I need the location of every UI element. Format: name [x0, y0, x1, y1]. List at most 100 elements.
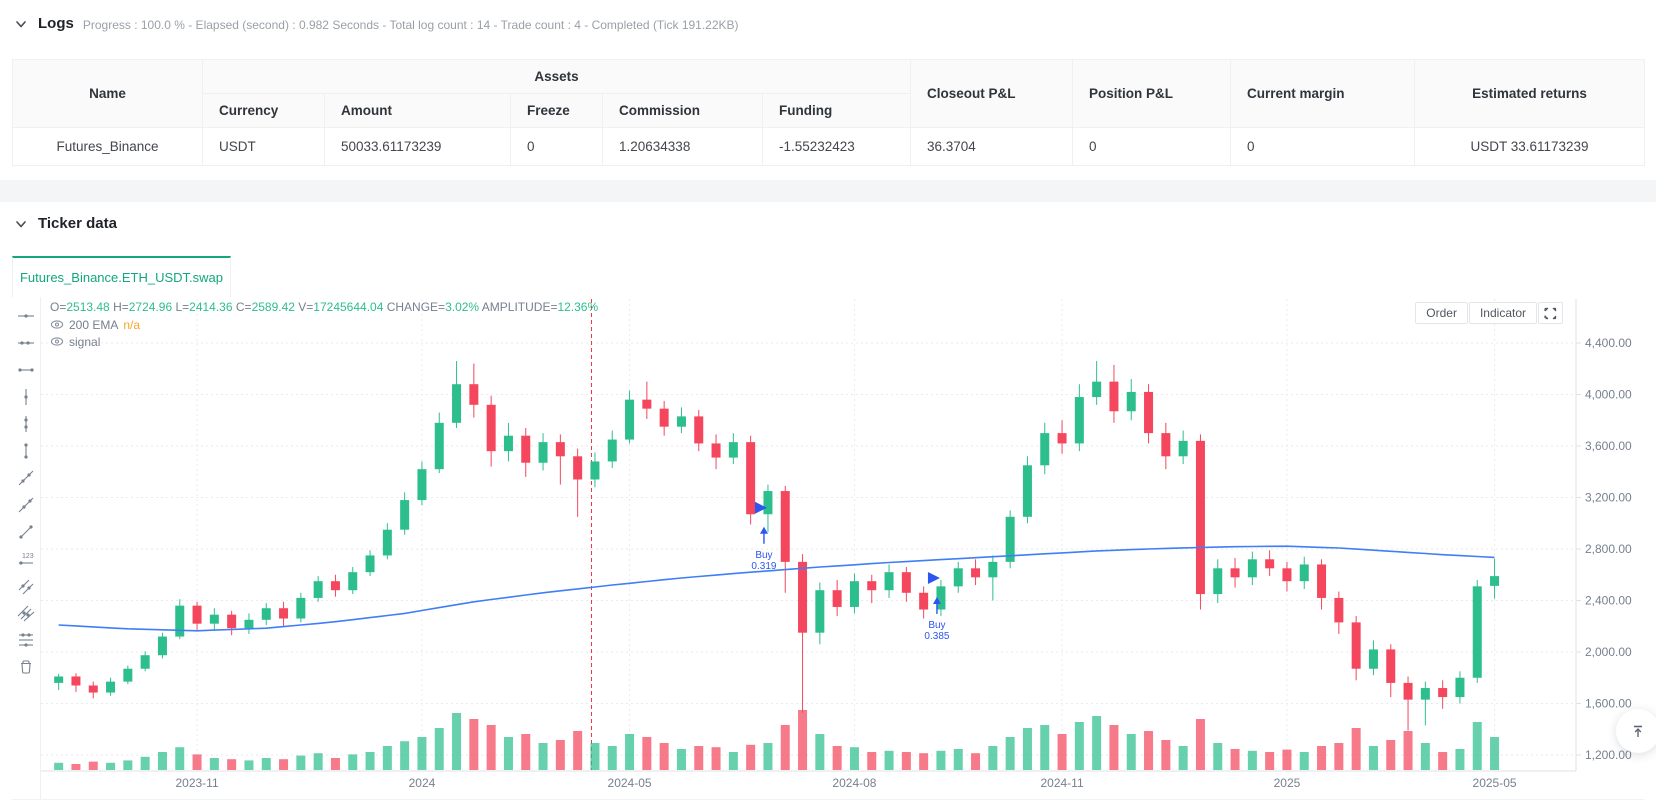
tool-price-channel-button[interactable] — [16, 604, 36, 622]
col-header-funding: Funding — [761, 93, 912, 128]
candlestick-chart: 123 Buy 0.319 Buy 0.385 4,400.00 4,000.00 3,60… — [12, 297, 1656, 800]
cell-closeout-pnl: 36.3704 — [910, 127, 1074, 166]
ohlc-legend: O=2513.48 H=2724.96 L=2414.36 C=2589.42 … — [50, 300, 598, 314]
collapse-chevron-icon[interactable] — [14, 17, 28, 31]
tool-fibonacci-line-button[interactable] — [16, 631, 36, 649]
y-axis-labels[interactable]: 4,400.00 4,000.00 3,600.00 3,200.00 2,800.00… — [1576, 336, 1632, 762]
legend-value: 17245644.04 — [313, 300, 387, 314]
price-tick-label: 2,400.00 — [1585, 594, 1632, 608]
tool-horizontal-ray-button[interactable] — [16, 334, 36, 352]
signal-flag-icon — [927, 571, 940, 584]
tool-horizontal-line-button[interactable] — [16, 307, 36, 325]
cell-name: Futures_Binance — [12, 127, 203, 166]
col-header-position-pnl: Position P&L — [1072, 59, 1232, 128]
col-header-amount: Amount — [324, 93, 511, 128]
indicator-button[interactable]: Indicator — [1468, 302, 1537, 324]
legend-key: AMPLITUDE= — [481, 300, 558, 314]
col-header-closeout-pnl: Closeout P&L — [910, 59, 1074, 128]
tool-parallel-line-button[interactable] — [16, 577, 36, 595]
col-header-currency: Currency — [202, 93, 325, 128]
signal-flag-icon — [754, 501, 767, 514]
price-channel-icon — [17, 605, 35, 622]
cell-amount: 50033.61173239 — [324, 127, 511, 166]
price-tick-label: 3,600.00 — [1585, 439, 1632, 453]
legend-value: 2414.36 — [189, 300, 236, 314]
legend-key: V= — [298, 300, 314, 314]
collapse-chevron-icon[interactable] — [14, 217, 28, 231]
fullscreen-button[interactable] — [1538, 302, 1563, 324]
price-tick-label: 4,400.00 — [1585, 336, 1632, 350]
cell-estimated-returns: USDT 33.61173239 — [1414, 127, 1646, 166]
grid-lines — [41, 299, 1576, 770]
horizontal-segment-icon — [18, 368, 34, 372]
time-tick-label: 2024-11 — [1040, 776, 1083, 790]
buy-label: Buy — [928, 620, 945, 631]
legend-key: O= — [50, 300, 67, 314]
order-button[interactable]: Order — [1415, 302, 1468, 324]
chart-canvas[interactable]: Buy0.319Buy0.3854,400.004,000.003,600.00… — [12, 297, 1644, 800]
tool-horizontal-segment-button[interactable] — [16, 361, 36, 379]
candlestick-series — [54, 361, 1500, 731]
col-header-freeze: Freeze — [510, 93, 603, 128]
time-tick-label: 2024-08 — [832, 776, 876, 790]
tool-vertical-ray-button[interactable] — [16, 415, 36, 433]
legend-value: 2589.42 — [251, 300, 299, 314]
buy-qty-label: 0.319 — [751, 561, 776, 572]
eye-icon[interactable] — [50, 336, 64, 347]
vertical-ray-icon — [24, 416, 28, 432]
price-tick-label: 2,000.00 — [1585, 645, 1632, 659]
legend-key: C= — [235, 300, 252, 314]
time-tick-label: 2025 — [1274, 776, 1301, 790]
tool-price-line-button[interactable]: 123 — [16, 550, 36, 568]
arrow-to-top-icon — [1634, 725, 1642, 737]
eye-icon[interactable] — [50, 319, 64, 330]
logs-summary: Progress : 100.0 % - Elapsed (second) : … — [82, 18, 739, 32]
tool-trend-line-button[interactable] — [16, 469, 36, 487]
legend-value: 2724.96 — [128, 300, 176, 314]
cell-freeze: 0 — [510, 127, 603, 166]
tool-ray-line-button[interactable] — [16, 496, 36, 514]
legend-value: 2513.48 — [66, 300, 114, 314]
time-tick-label: 2025-05 — [1473, 776, 1517, 790]
scroll-to-latest-button[interactable] — [1616, 709, 1656, 753]
vertical-segment-icon — [24, 443, 28, 459]
tool-vertical-segment-button[interactable] — [16, 442, 36, 460]
buy-qty-label: 0.385 — [924, 631, 949, 642]
price-tick-label: 1,200.00 — [1585, 748, 1632, 762]
time-tick-label: 2023-11 — [175, 776, 218, 790]
price-tick-label: 2,800.00 — [1585, 542, 1632, 556]
price-tick-label: 1,600.00 — [1585, 697, 1632, 711]
trend-line-icon — [18, 470, 34, 486]
tool-delete-button[interactable] — [16, 658, 36, 676]
ema-line — [58, 545, 1495, 632]
price-line-icon: 123 — [19, 553, 34, 565]
cell-position-pnl: 0 — [1072, 127, 1232, 166]
chart-buttons: Order Indicator — [1415, 302, 1563, 324]
cell-current-margin: 0 — [1230, 127, 1416, 166]
cell-funding: -1.55232423 — [761, 127, 912, 166]
tab-futures-binance-eth-usdt-swap[interactable]: Futures_Binance.ETH_USDT.swap — [12, 256, 231, 297]
col-header-current-margin: Current margin — [1230, 59, 1416, 128]
x-axis-labels[interactable]: 2023-11 2024 2024-05 2024-08 2024-11 2025 2025… — [175, 776, 1516, 790]
vertical-line-icon — [24, 389, 28, 405]
assets-table: Name Assets Closeout P&L Position P&L Cu… — [12, 59, 1646, 166]
tool-vertical-line-button[interactable] — [16, 388, 36, 406]
tool-segment-button[interactable] — [16, 523, 36, 541]
ticker-header: Ticker data — [0, 202, 1656, 232]
ray-line-icon — [18, 497, 34, 513]
legend-value: 3.02% — [445, 300, 482, 314]
indicator-value: n/a — [123, 317, 141, 332]
drawing-toolbar: 123 — [12, 297, 41, 799]
expand-icon — [1544, 307, 1557, 319]
time-tick-label: 2024 — [409, 776, 436, 790]
legend-value: 12.36% — [557, 300, 599, 314]
buy-label: Buy — [755, 550, 772, 561]
price-tick-label: 3,200.00 — [1585, 491, 1632, 505]
parallel-line-icon — [18, 579, 34, 595]
fibonacci-line-icon — [19, 633, 33, 647]
segment-icon — [19, 525, 33, 539]
chart-legend: O=2513.48 H=2724.96 L=2414.36 C=2589.42 … — [50, 300, 598, 349]
ticker-data-section: Ticker data Futures_Binance.ETH_USDT.swa… — [0, 202, 1656, 800]
